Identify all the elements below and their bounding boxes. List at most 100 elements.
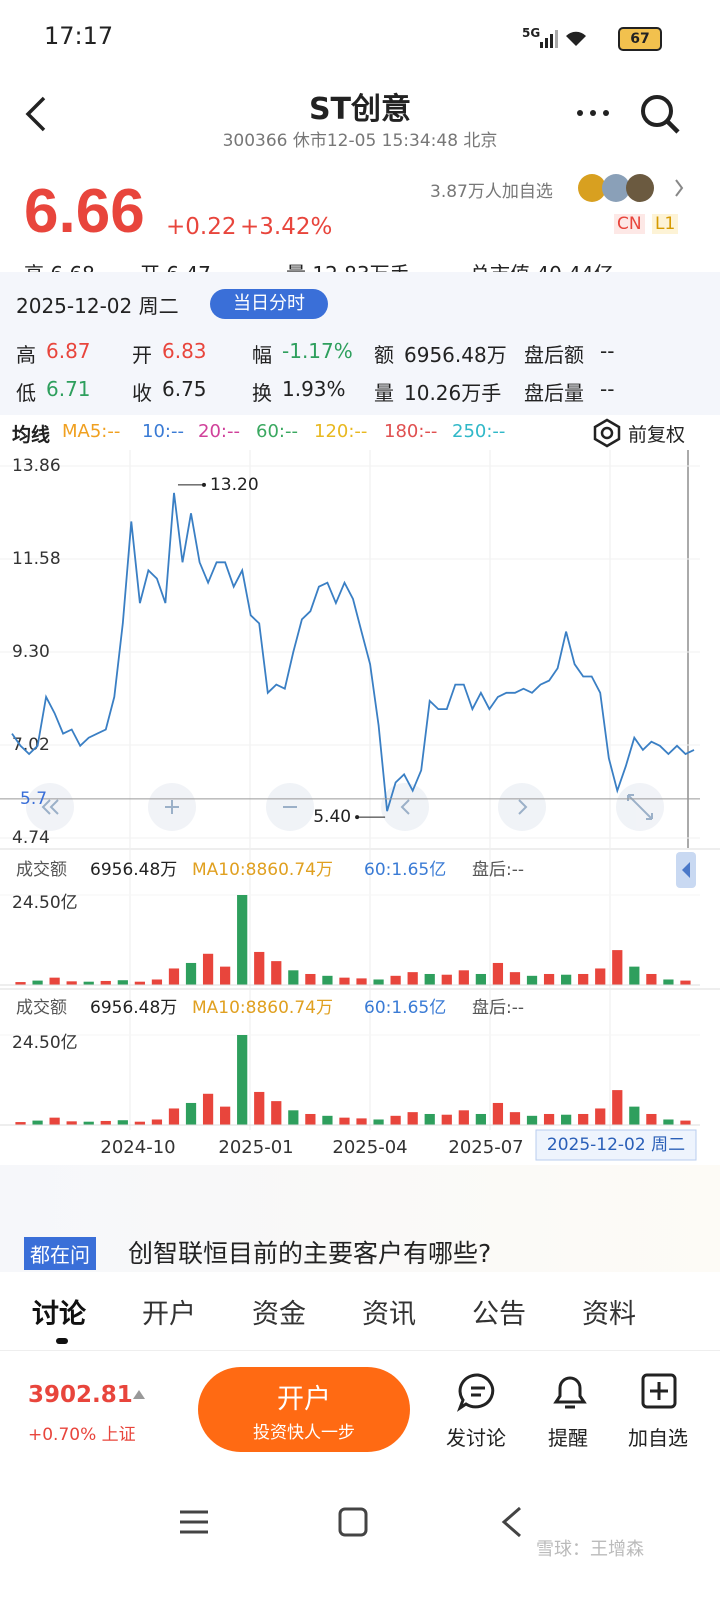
volume-bar: [185, 1102, 197, 1125]
ma-item: 20:--: [198, 421, 240, 442]
index-value[interactable]: 3902.81: [28, 1382, 133, 1408]
volume-bar: [595, 968, 606, 985]
panel-toggle-glyph: [682, 862, 690, 878]
volume-info: MA10:8860.74万: [192, 998, 333, 1018]
day-detail: [0, 272, 720, 415]
divider: [0, 848, 720, 850]
tab[interactable]: 资讯: [362, 1299, 416, 1330]
volume-info: 盘后:--: [472, 860, 524, 880]
volume-bar: [561, 974, 572, 985]
watchlist-icon[interactable]: [640, 1372, 680, 1412]
volume-bar: [595, 1108, 606, 1125]
volume-bar: [237, 1035, 248, 1125]
more-button[interactable]: [574, 106, 614, 120]
volume-bar: [407, 972, 418, 985]
followers[interactable]: 3.87万人加自选: [430, 182, 553, 202]
volume-bar: [117, 980, 128, 985]
volume-bar: [492, 962, 504, 985]
volume-bar: [185, 962, 197, 985]
volume-bar: [322, 975, 333, 985]
divider: [0, 988, 720, 990]
ma-item: 180:--: [384, 421, 438, 442]
action-label[interactable]: 发讨论: [446, 1426, 506, 1450]
badge-l1: L1: [652, 214, 679, 234]
alert-icon[interactable]: [548, 1370, 592, 1414]
volume-bar: [66, 981, 77, 985]
tab-indicator: [56, 1338, 68, 1344]
volume-bar: [254, 1091, 265, 1125]
tab[interactable]: 资料: [582, 1299, 636, 1330]
volume-bar: [49, 977, 60, 985]
back-button[interactable]: [22, 96, 52, 132]
vertical-grid: [129, 450, 689, 1130]
tab[interactable]: 资金: [252, 1299, 306, 1330]
stat-label: 高: [16, 343, 36, 367]
stat-label: 换: [252, 381, 272, 405]
tab[interactable]: 公告: [472, 1299, 526, 1330]
volume-bar: [202, 953, 214, 985]
volume-bar: [339, 977, 350, 985]
stat-value: 6.87: [46, 339, 91, 363]
volume-bar: [680, 1120, 691, 1125]
volume-bar: [322, 1115, 333, 1125]
volume-bar: [339, 1117, 350, 1125]
y-tick-label: 9.30: [12, 642, 50, 662]
tab[interactable]: 讨论: [32, 1299, 86, 1330]
max-label: 13.20: [210, 475, 259, 495]
adjust-icon[interactable]: [592, 418, 622, 448]
volume-bar: [356, 978, 367, 985]
volume-bar: [458, 1110, 469, 1125]
volume-bar: [134, 1121, 145, 1125]
search-button[interactable]: [638, 92, 682, 136]
stat-label: 盘后额: [524, 343, 584, 367]
volume-bar: [83, 981, 94, 985]
intraday-button[interactable]: 当日分时: [210, 289, 328, 319]
volume-bar: [271, 1101, 282, 1125]
action-label[interactable]: 加自选: [628, 1426, 688, 1450]
watermark: 雪球：王增森: [536, 1539, 644, 1560]
post-icon[interactable]: [456, 1372, 500, 1412]
volume-bar: [220, 1106, 231, 1125]
volume-bar: [680, 980, 691, 985]
volume-bar: [407, 1112, 418, 1125]
signal-icons: [540, 30, 586, 48]
detail-date: 2025-12-02 周二: [16, 294, 179, 318]
summary-item: 开 6.47: [140, 258, 211, 272]
chart-nav-glyphs: [41, 794, 653, 820]
stat-value: -1.17%: [282, 339, 353, 363]
volume-bar: [254, 951, 265, 985]
volume-info: 成交额: [16, 998, 67, 1018]
volume-bar: [629, 966, 640, 985]
adjust-label[interactable]: 前复权: [628, 424, 686, 446]
volume-bar: [15, 982, 26, 985]
divider: [0, 1350, 720, 1351]
price: 6.66: [24, 177, 145, 246]
volume-bar: [83, 1121, 94, 1125]
question-bg: [0, 1165, 720, 1275]
volume-bar: [237, 895, 248, 985]
volume-bar: [151, 1119, 163, 1125]
x-tick-label: 2025-04: [332, 1137, 407, 1158]
stat-value: 6.71: [46, 377, 91, 401]
stat-label: 低: [16, 381, 36, 405]
volume-info: 成交额: [16, 860, 67, 880]
tab[interactable]: 开户: [142, 1299, 196, 1330]
price-line: [11, 492, 695, 812]
y-tick-label: 13.86: [12, 456, 61, 476]
change-pct: +3.42%: [240, 214, 333, 240]
volume-bar: [543, 973, 555, 985]
volume-bar: [390, 1115, 401, 1125]
question-text[interactable]: 创智联恒目前的主要客户有哪些?: [128, 1239, 492, 1268]
open-account-sub: 投资快人一步: [253, 1423, 355, 1443]
volume-info: 盘后:--: [472, 998, 524, 1018]
volume-bar: [424, 973, 435, 985]
stat-label: 额: [374, 343, 394, 367]
open-account-button[interactable]: [198, 1367, 410, 1452]
action-label[interactable]: 提醒: [548, 1426, 588, 1450]
volume-bar: [100, 1120, 111, 1125]
volume-bar: [441, 974, 452, 985]
volume-bar: [578, 1113, 589, 1125]
volume-bar: [220, 966, 231, 985]
volume-info: MA10:8860.74万: [192, 860, 333, 880]
